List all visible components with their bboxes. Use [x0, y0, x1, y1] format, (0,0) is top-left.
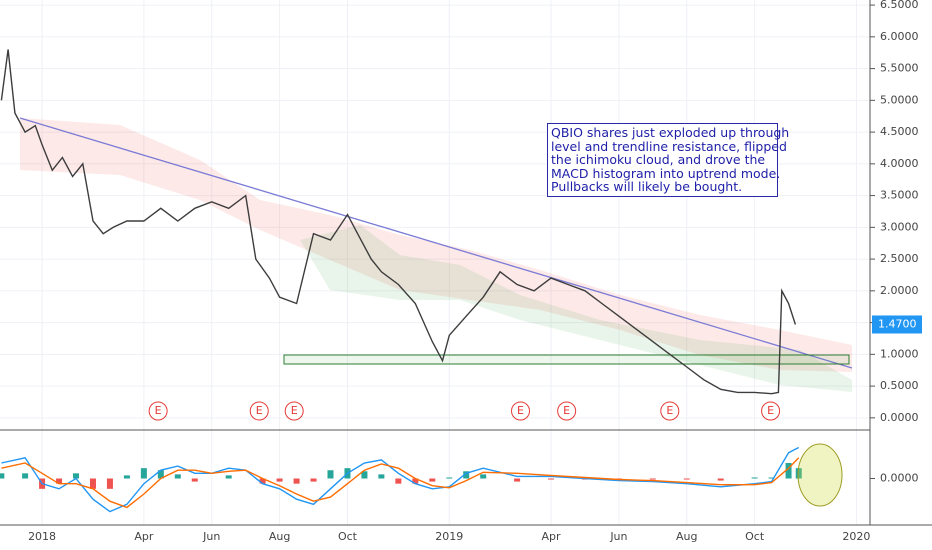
- y-tick-label: 4.5000: [880, 125, 919, 138]
- y-tick-label: 1.0000: [880, 347, 919, 360]
- y-tick-label: 0.0000: [880, 472, 919, 485]
- price-line: [1, 446, 800, 513]
- highlight-ellipse: [797, 443, 843, 507]
- histogram-bar: [56, 478, 63, 484]
- y-tick-label: 4.0000: [880, 157, 919, 170]
- ichimoku-cloud: [300, 225, 852, 392]
- histogram-bar: [795, 468, 802, 479]
- histogram-bar: [649, 478, 656, 480]
- trendline: [19, 117, 853, 369]
- histogram-bar: [225, 475, 232, 479]
- x-tick-label: Aug: [269, 530, 290, 543]
- histogram-bar: [174, 474, 181, 479]
- annotation-line: the ichimoku cloud, and drove the: [551, 152, 766, 167]
- y-tick-label: 2.0000: [880, 284, 919, 297]
- x-tick-label: Jun: [609, 530, 627, 543]
- histogram-bar: [106, 478, 113, 489]
- earnings-marker: [148, 401, 168, 421]
- histogram-bar: [429, 478, 436, 482]
- earnings-label: E: [517, 404, 524, 417]
- histogram-bar: [480, 474, 487, 479]
- earnings-label: E: [291, 404, 298, 417]
- last-price-label: 1.4700: [878, 317, 917, 330]
- earnings-label: E: [563, 404, 570, 417]
- histogram-bar: [0, 473, 5, 479]
- histogram-bar: [276, 478, 283, 482]
- histogram-bar: [548, 478, 555, 480]
- annotation-line: QBIO shares just exploded up through: [551, 125, 790, 140]
- ichimoku-cloud: [20, 118, 852, 372]
- price-line: [0, 49, 797, 395]
- earnings-marker: [761, 401, 781, 421]
- x-tick-label: Jun: [202, 530, 220, 543]
- histogram-bar: [293, 478, 300, 484]
- histogram-bar: [751, 477, 758, 479]
- histogram-bar: [259, 478, 266, 484]
- earnings-marker: [660, 401, 680, 421]
- earnings-marker: [249, 401, 269, 421]
- earnings-label: E: [256, 404, 263, 417]
- x-tick-label: 2018: [28, 530, 56, 543]
- earnings-marker: [557, 401, 577, 421]
- histogram-bar: [123, 475, 130, 479]
- earnings-label: E: [666, 404, 673, 417]
- histogram-bar: [191, 478, 198, 482]
- y-tick-label: 6.0000: [880, 30, 919, 43]
- x-tick-label: Oct: [338, 530, 358, 543]
- x-tick-label: Oct: [745, 530, 765, 543]
- histogram-bar: [157, 470, 164, 479]
- histogram-bar: [412, 478, 419, 484]
- histogram-bar: [463, 471, 470, 479]
- histogram-bar: [140, 468, 147, 479]
- x-tick-label: Apr: [542, 530, 562, 543]
- histogram-bar: [361, 471, 368, 479]
- x-tick-label: Aug: [676, 530, 697, 543]
- annotation-line: MACD histogram into uptrend mode.: [551, 165, 781, 181]
- x-tick-label: 2019: [435, 530, 463, 543]
- annotation-line: Pullbacks will likely be bought.: [551, 179, 743, 194]
- y-tick-label: 5.5000: [880, 62, 919, 75]
- earnings-label: E: [155, 404, 162, 417]
- histogram-bar: [514, 478, 521, 482]
- histogram-bar: [89, 478, 96, 489]
- price-line: [1, 457, 800, 509]
- x-tick-label: Apr: [134, 530, 154, 543]
- histogram-bar: [446, 477, 453, 479]
- y-tick-label: 6.5000: [880, 0, 919, 11]
- y-tick-label: 2.5000: [880, 252, 919, 265]
- histogram-bar: [768, 477, 775, 479]
- histogram-bar: [73, 473, 80, 479]
- y-tick-label: 0.0000: [880, 411, 919, 424]
- y-tick-label: 0.5000: [880, 379, 919, 392]
- y-tick-label: 3.5000: [880, 189, 919, 202]
- histogram-bar: [310, 478, 317, 482]
- histogram-bar: [717, 478, 724, 481]
- earnings-marker: [284, 401, 304, 421]
- grid: [0, 0, 870, 525]
- y-tick-label: 3.0000: [880, 220, 919, 233]
- histogram-bar: [785, 463, 792, 479]
- x-tick-label: 2020: [842, 530, 870, 543]
- histogram-bar: [395, 478, 402, 484]
- histogram-bar: [22, 473, 29, 479]
- last-price-box: [872, 315, 922, 334]
- histogram-bar: [378, 474, 385, 479]
- histogram-bar: [327, 470, 334, 479]
- y-tick-label: 5.0000: [880, 93, 919, 106]
- support-zone: [283, 354, 850, 365]
- annotation-line: level and trendline resistance, flipped: [551, 138, 787, 154]
- histogram-bar: [683, 478, 690, 480]
- plot: 0.00000.50001.00001.50002.00002.50003.00…: [0, 0, 922, 543]
- annotation-box: QBIO shares just exploded up through leve…: [547, 123, 790, 197]
- earnings-marker: [511, 401, 531, 421]
- earnings-label: E: [767, 404, 774, 417]
